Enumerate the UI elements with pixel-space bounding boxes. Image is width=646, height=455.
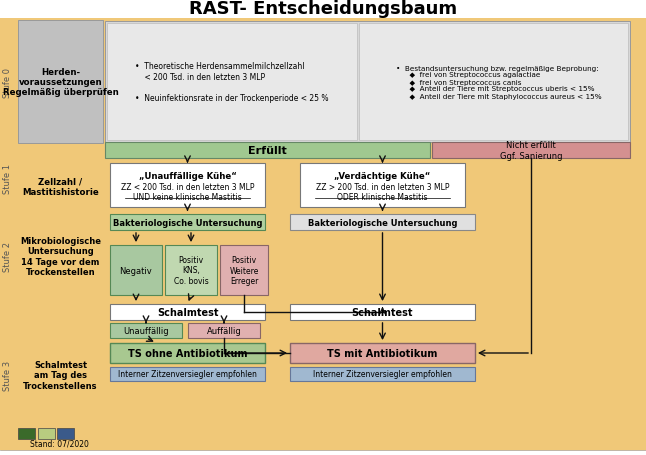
Text: TS ohne Antibiotikum: TS ohne Antibiotikum [128, 348, 247, 358]
Text: Interner Zitzenversiegler empfohlen: Interner Zitzenversiegler empfohlen [313, 369, 452, 379]
Bar [300, 164, 465, 207]
Bar [220, 245, 268, 295]
Text: Stand: 07/2020: Stand: 07/2020 [30, 439, 89, 448]
Bar [359, 24, 628, 141]
Bar [57, 428, 74, 439]
Bar [110, 367, 265, 381]
Bar [290, 343, 475, 363]
Text: Herden-
voraussetzungen
Regelmäßig überprüfen: Herden- voraussetzungen Regelmäßig überp… [3, 67, 118, 97]
Bar [110, 343, 265, 363]
Text: Erfüllt: Erfüllt [248, 146, 287, 156]
Text: Zellzahl /
Mastitishistorie: Zellzahl / Mastitishistorie [22, 177, 99, 197]
Bar [110, 214, 265, 231]
Text: Stufe 2: Stufe 2 [3, 242, 12, 271]
Bar [290, 367, 475, 381]
Bar [105, 143, 430, 159]
Bar [0, 19, 646, 146]
Bar [105, 22, 630, 143]
Text: Nicht erfüllt
Ggf. Sanierung: Nicht erfüllt Ggf. Sanierung [500, 141, 562, 160]
Text: TS mit Antibiotikum: TS mit Antibiotikum [328, 348, 438, 358]
Bar [110, 164, 265, 207]
Bar [290, 214, 475, 231]
Text: Bakteriologische Untersuchung: Bakteriologische Untersuchung [307, 218, 457, 227]
Text: Auffällig: Auffällig [207, 326, 242, 335]
Bar [110, 245, 162, 295]
Bar [110, 324, 182, 338]
Text: „Unauffällige Kühe“: „Unauffällige Kühe“ [138, 172, 236, 181]
Text: ZZ < 200 Tsd. in den letzten 3 MLP
UND keine klinische Mastitis: ZZ < 200 Tsd. in den letzten 3 MLP UND k… [121, 182, 255, 202]
Text: Stufe 1: Stufe 1 [3, 164, 12, 194]
Bar [18, 428, 35, 439]
Bar [432, 143, 630, 159]
Bar [188, 324, 260, 338]
Bar [18, 21, 103, 144]
Text: •  Theoretische Herdensammelmilchzellzahl
    < 200 Tsd. in den letzten 3 MLP

•: • Theoretische Herdensammelmilchzellzahl… [135, 62, 329, 102]
Text: Mikrobiologische
Untersuchung
14 Tage vor dem
Trockenstellen: Mikrobiologische Untersuchung 14 Tage vo… [20, 237, 101, 277]
Bar [165, 245, 217, 295]
Bar [290, 304, 475, 320]
Text: Schalmtest: Schalmtest [352, 307, 413, 317]
Bar [0, 0, 646, 19]
Bar [38, 428, 55, 439]
Text: Stufe 3: Stufe 3 [3, 360, 12, 390]
Text: Positiv
Weitere
Erreger: Positiv Weitere Erreger [229, 256, 258, 285]
Text: Bakteriologische Untersuchung: Bakteriologische Untersuchung [113, 218, 262, 227]
Text: Negativ: Negativ [120, 266, 152, 275]
Bar [0, 146, 646, 212]
Bar [107, 24, 357, 141]
Text: Schalmtest: Schalmtest [157, 307, 218, 317]
Text: Schalmtest
am Tag des
Trockenstellens: Schalmtest am Tag des Trockenstellens [23, 360, 98, 390]
Bar [0, 212, 646, 300]
Text: ZZ > 200 Tsd. in den letzten 3 MLP
ODER klinische Mastitis: ZZ > 200 Tsd. in den letzten 3 MLP ODER … [316, 182, 449, 202]
Text: RAST- Entscheidungsbaum: RAST- Entscheidungsbaum [189, 0, 457, 18]
Bar [0, 300, 646, 450]
Bar [18, 164, 103, 211]
Text: •  Bestandsuntersuchung bzw. regelmäßige Beprobung:
      ◆  frei von Streptococ: • Bestandsuntersuchung bzw. regelmäßige … [396, 66, 601, 99]
Text: Unauffällig: Unauffällig [123, 326, 169, 335]
Text: Stufe 0: Stufe 0 [3, 67, 12, 97]
Text: Positiv
KNS,
Co. bovis: Positiv KNS, Co. bovis [174, 256, 209, 285]
Text: Interner Zitzenversiegler empfohlen: Interner Zitzenversiegler empfohlen [118, 369, 257, 379]
Bar [110, 304, 265, 320]
Text: „Verdächtige Kühe“: „Verdächtige Kühe“ [335, 172, 431, 181]
